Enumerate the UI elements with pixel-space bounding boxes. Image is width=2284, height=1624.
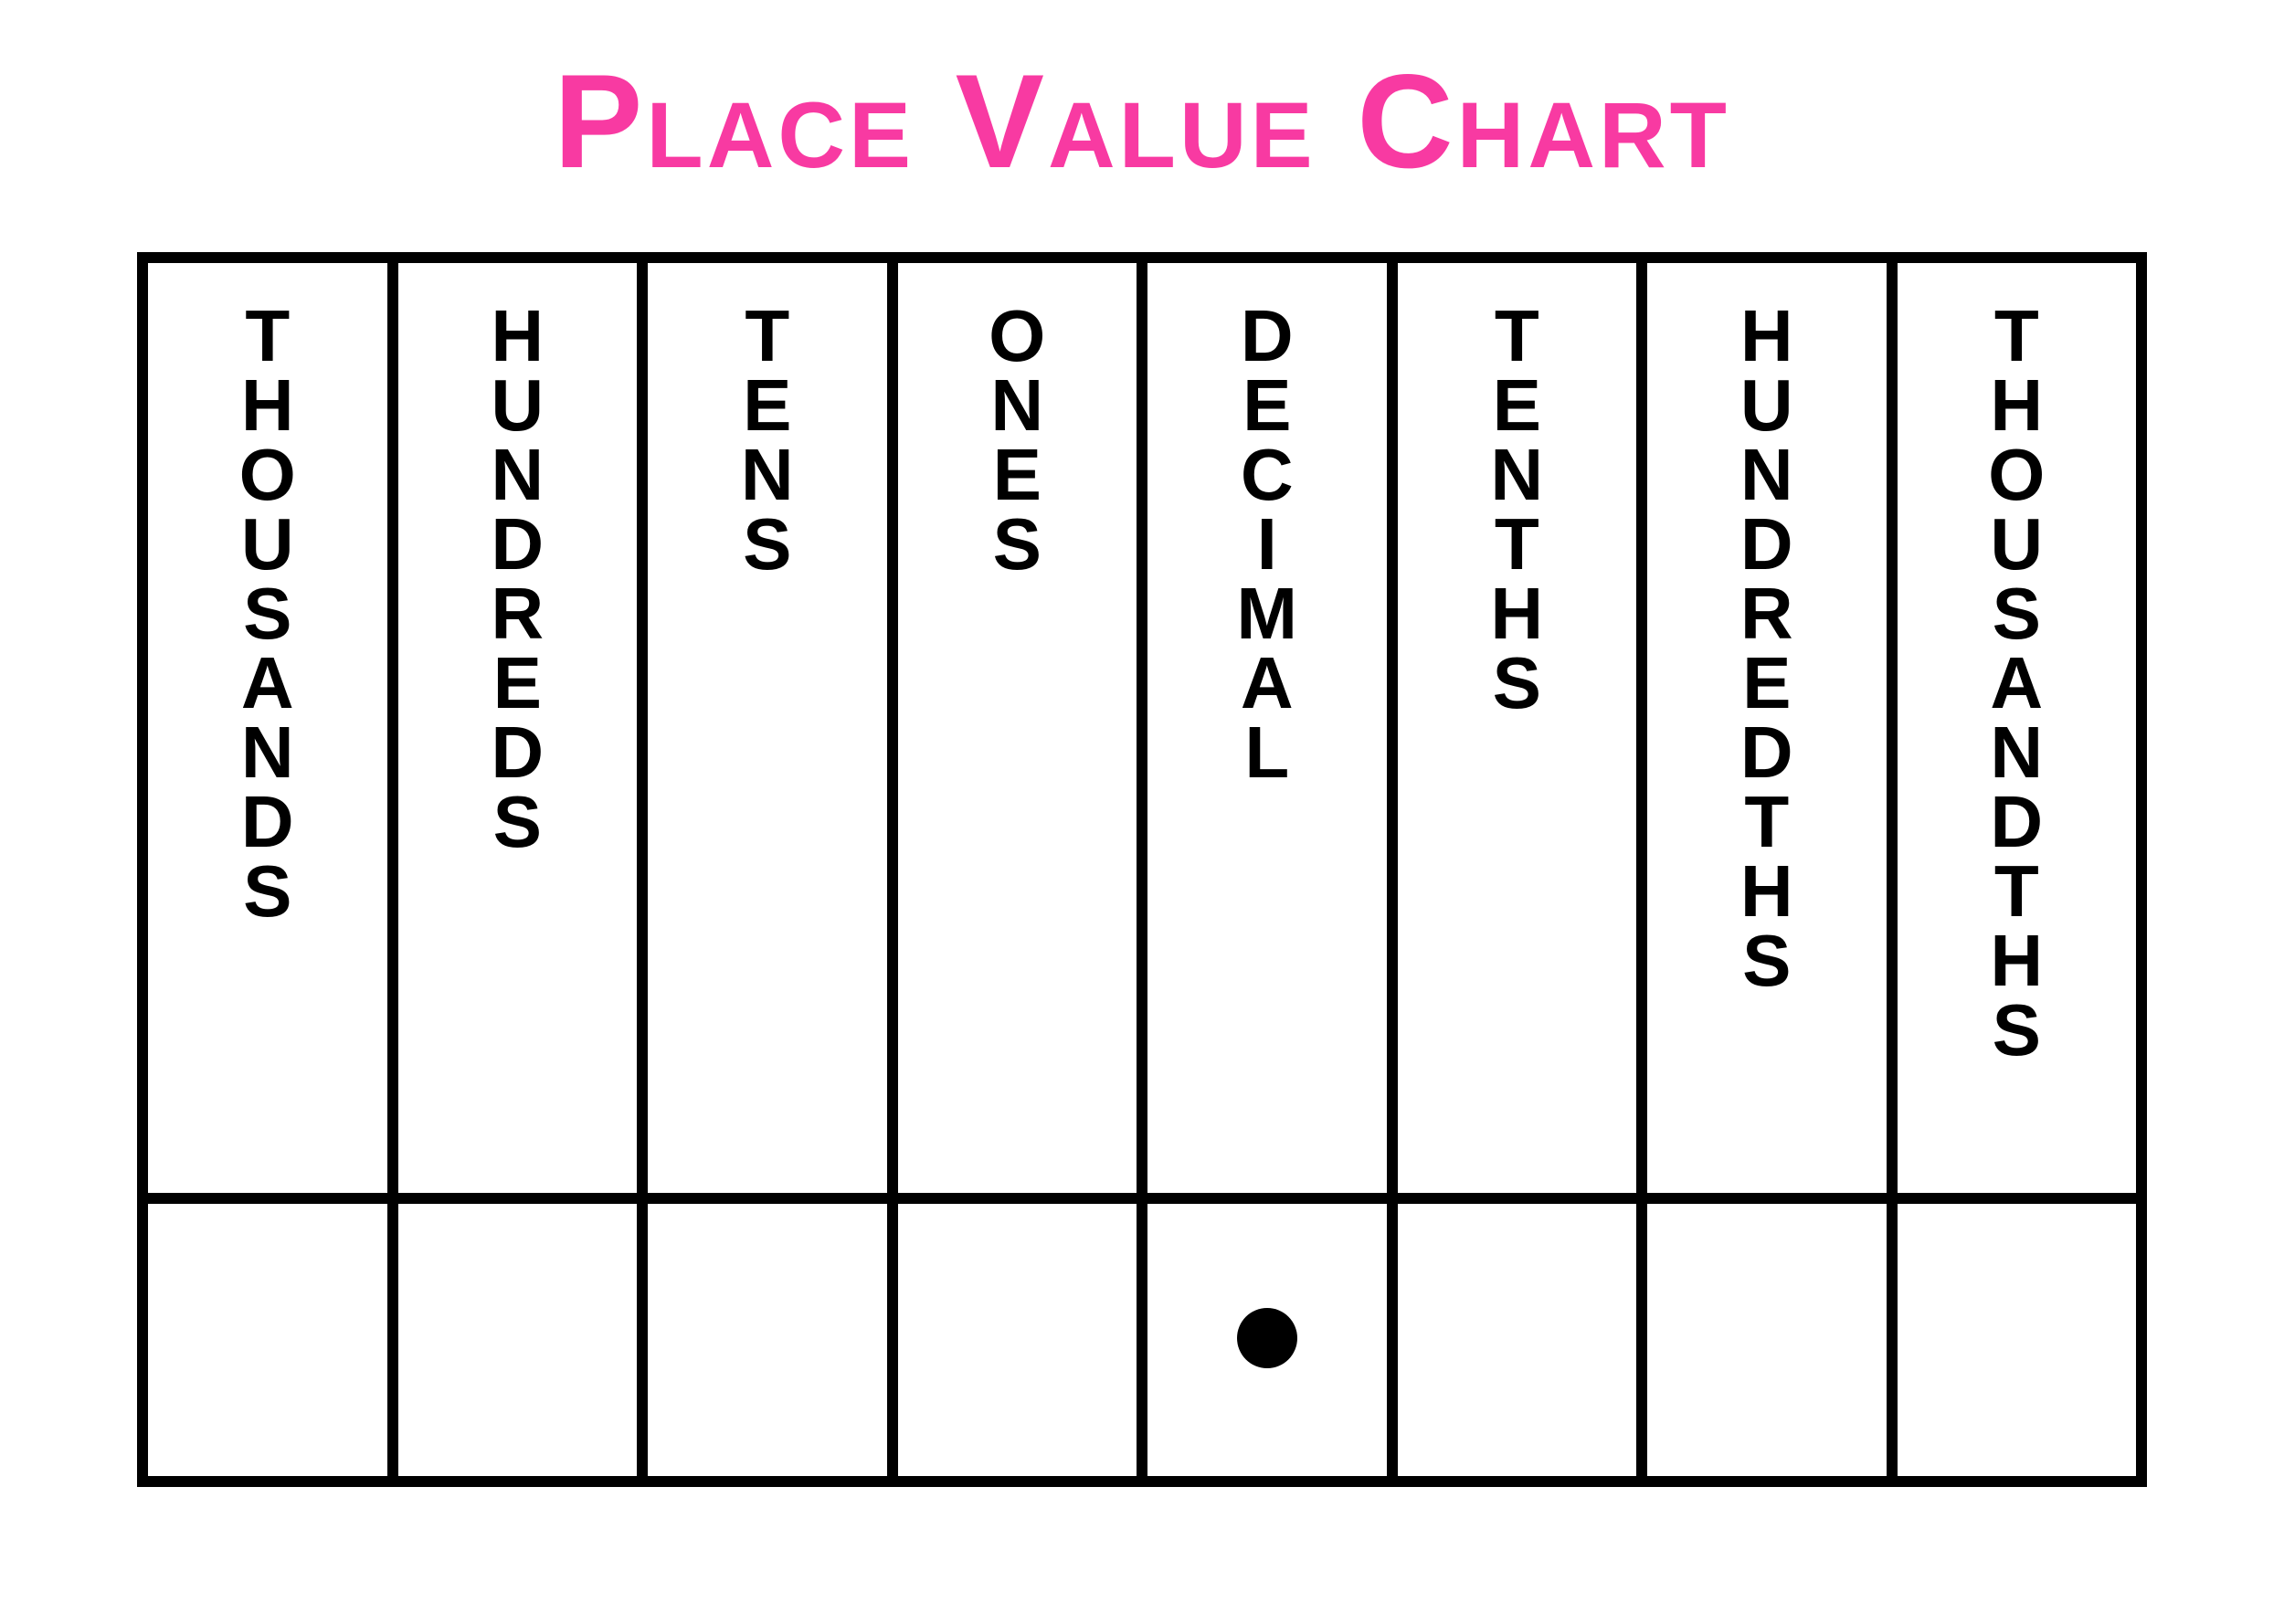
value-tens bbox=[642, 1198, 893, 1482]
label-hundredths: HUNDREDTHS bbox=[1647, 263, 1887, 996]
label-tens: TENS bbox=[648, 263, 887, 579]
value-hundreds bbox=[393, 1198, 643, 1482]
column-header-tenths: TENTHS bbox=[1392, 258, 1643, 1198]
value-thousandths bbox=[1892, 1198, 2142, 1482]
value-row bbox=[143, 1198, 2141, 1482]
column-header-thousands: THOUSANDS bbox=[143, 258, 393, 1198]
column-header-tens: TENS bbox=[642, 258, 893, 1198]
label-thousands: THOUSANDS bbox=[148, 263, 387, 926]
column-header-decimal: DECIMAL bbox=[1142, 258, 1392, 1198]
column-header-hundreds: HUNDREDS bbox=[393, 258, 643, 1198]
label-tenths: TENTHS bbox=[1398, 263, 1637, 718]
page-title: Place Value Chart bbox=[137, 55, 2147, 188]
value-ones bbox=[893, 1198, 1143, 1482]
label-decimal: DECIMAL bbox=[1147, 263, 1387, 787]
label-hundreds: HUNDREDS bbox=[398, 263, 638, 857]
column-header-hundredths: HUNDREDTHS bbox=[1642, 258, 1892, 1198]
value-tenths bbox=[1392, 1198, 1643, 1482]
label-thousandths: THOUSANDTHS bbox=[1898, 263, 2137, 1065]
value-hundredths bbox=[1642, 1198, 1892, 1482]
header-row: THOUSANDS HUNDREDS TENS ONES DECIMAL TEN… bbox=[143, 258, 2141, 1198]
value-thousands bbox=[143, 1198, 393, 1482]
page: Place Value Chart THOUSANDS HUNDREDS TEN… bbox=[0, 0, 2284, 1624]
place-value-chart: THOUSANDS HUNDREDS TENS ONES DECIMAL TEN… bbox=[137, 252, 2147, 1487]
column-header-thousandths: THOUSANDTHS bbox=[1892, 258, 2142, 1198]
column-header-ones: ONES bbox=[893, 258, 1143, 1198]
label-ones: ONES bbox=[898, 263, 1137, 579]
value-decimal bbox=[1142, 1198, 1392, 1482]
decimal-point-icon bbox=[1237, 1308, 1297, 1368]
